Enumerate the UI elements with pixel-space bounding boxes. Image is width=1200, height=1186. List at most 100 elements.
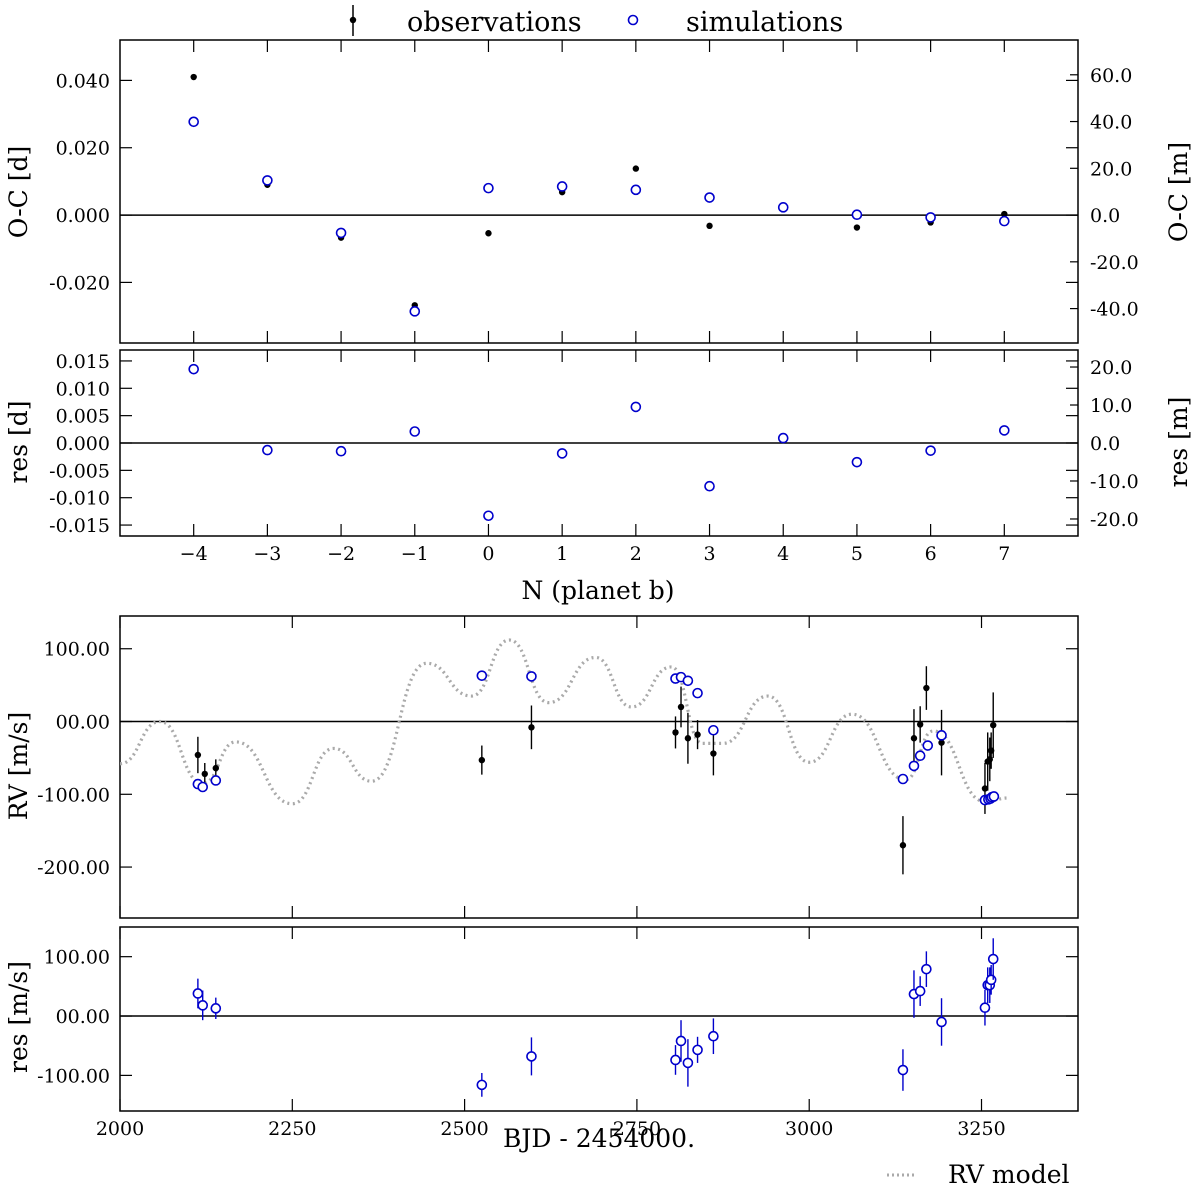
oc-ylabel-right: O-C [m] bbox=[1164, 142, 1193, 242]
rv-simulation-point bbox=[922, 740, 934, 751]
rvres-point bbox=[897, 1064, 909, 1076]
ocres-xtick-label: −2 bbox=[327, 543, 355, 565]
ocres-xtick-label: 0 bbox=[482, 543, 494, 565]
rv-simulation-point bbox=[210, 775, 222, 786]
rv-observation-point bbox=[981, 785, 989, 792]
ocres-point bbox=[409, 426, 421, 437]
rv-observation-point bbox=[478, 756, 486, 764]
oc-ytick-right-label: 0.0 bbox=[1090, 205, 1120, 227]
rv-observation-point bbox=[938, 739, 945, 746]
ocres-point bbox=[188, 363, 199, 375]
oc-observation-point bbox=[853, 224, 861, 231]
rv-simulation-point bbox=[914, 750, 926, 762]
oc-simulation-point bbox=[188, 116, 199, 128]
oc-ytick-label: 0.040 bbox=[56, 70, 110, 92]
rv-observation-point bbox=[710, 750, 717, 757]
oc-observation-point bbox=[190, 73, 197, 81]
oc-ytick-right-label: -40.0 bbox=[1090, 299, 1139, 321]
legend-simulations-label: simulations bbox=[686, 7, 843, 38]
rvres-frame bbox=[119, 926, 1079, 1112]
ocres-ylabel-right: res [m] bbox=[1164, 397, 1193, 488]
rv-ytick-label: 100.00 bbox=[44, 639, 110, 661]
ocres-point bbox=[704, 480, 715, 492]
rvres-point bbox=[936, 1016, 947, 1028]
rv-simulation-point bbox=[908, 760, 920, 772]
legend-observations-label: observations bbox=[407, 7, 582, 38]
oc-ytick-right-label: 40.0 bbox=[1090, 112, 1132, 134]
ocres-ytick-label: -0.005 bbox=[49, 460, 110, 482]
rvres-point bbox=[692, 1044, 703, 1056]
rvres-xtick-label: 2500 bbox=[440, 1118, 488, 1140]
rv-frame bbox=[119, 615, 1079, 919]
rvres-ytick-label: 00.00 bbox=[56, 1006, 110, 1028]
rv-observation-point bbox=[694, 731, 701, 738]
oc-simulation-point bbox=[999, 215, 1010, 227]
rvres-ytick-label: 100.00 bbox=[44, 947, 110, 969]
oc-ytick-label: -0.020 bbox=[49, 272, 110, 294]
rvres-xtick-label: 2750 bbox=[613, 1118, 661, 1140]
oc-observation-point bbox=[485, 230, 492, 237]
rvres-point bbox=[675, 1035, 687, 1047]
oc-simulation-point bbox=[777, 202, 789, 213]
rv-ytick-label: 00.00 bbox=[56, 712, 110, 734]
legend-rv-model-label: RV model bbox=[948, 1160, 1069, 1186]
rv-ylabel: RV [m/s] bbox=[4, 712, 33, 820]
rv-simulation-point bbox=[526, 671, 537, 682]
ocres-xtick-label: 7 bbox=[998, 543, 1010, 565]
rvres-xtick-label: 2250 bbox=[268, 1118, 316, 1140]
oc-simulation-point bbox=[483, 182, 494, 194]
rv-simulation-point bbox=[476, 670, 488, 681]
rvres-point bbox=[985, 974, 997, 986]
ocres-ytick-right-label: 0.0 bbox=[1090, 433, 1120, 455]
rv-simulation-point bbox=[897, 773, 909, 785]
rv-simulation-point bbox=[692, 687, 703, 699]
rvres-point bbox=[921, 963, 932, 975]
ocres-point bbox=[630, 401, 642, 413]
ocres-point bbox=[777, 432, 789, 444]
rvres-point bbox=[210, 1003, 222, 1014]
rvres-ytick-label: -100.00 bbox=[37, 1065, 110, 1087]
rv-observation-point bbox=[212, 764, 219, 772]
oc-simulation-point bbox=[262, 175, 273, 186]
ocres-ytick-right-label: -20.0 bbox=[1090, 509, 1139, 531]
rvres-xtick-label: 3000 bbox=[785, 1118, 833, 1140]
rv-observation-point bbox=[990, 721, 997, 729]
oc-simulation-point bbox=[409, 306, 421, 317]
rv-model-curve bbox=[119, 638, 1010, 806]
ocres-xtick-label: 6 bbox=[925, 543, 937, 565]
rv-simulation-point bbox=[708, 724, 719, 736]
ocres-point bbox=[851, 456, 863, 468]
ocres-point bbox=[335, 445, 347, 457]
oc-ytick-right-label: 60.0 bbox=[1090, 65, 1132, 87]
rvres-xtick-label: 2000 bbox=[96, 1118, 144, 1140]
oc-observation-point bbox=[1001, 210, 1008, 218]
legend: observations simulations RV model bbox=[349, 5, 1069, 1186]
rv-observation-point bbox=[916, 721, 924, 728]
ocres-ytick-label: 0.010 bbox=[56, 378, 110, 400]
legend-observations-marker bbox=[349, 16, 357, 24]
rvres-point bbox=[476, 1079, 488, 1091]
rvres-xlabel: BJD - 2454000. bbox=[503, 1124, 695, 1153]
rv-simulation-point bbox=[197, 781, 209, 793]
ocres-point bbox=[556, 448, 568, 459]
ocres-xtick-label: 3 bbox=[703, 543, 715, 565]
oc-simulation-point bbox=[704, 192, 715, 203]
rvres-point bbox=[526, 1051, 537, 1062]
oc-observation-point bbox=[706, 222, 713, 230]
rv-ytick-label: -200.00 bbox=[37, 857, 110, 879]
rvres-point bbox=[987, 953, 999, 965]
rv-observation-point bbox=[684, 735, 692, 742]
ocres-xtick-label: 5 bbox=[851, 543, 863, 565]
rvres-point bbox=[914, 985, 926, 997]
ocres-xtick-label: −1 bbox=[401, 543, 429, 565]
ocres-point bbox=[262, 444, 273, 456]
ocres-point bbox=[999, 425, 1010, 436]
legend-simulations-marker bbox=[627, 14, 639, 26]
ocres-ylabel: res [d] bbox=[4, 400, 33, 483]
rv-observation-point bbox=[923, 684, 930, 692]
rv-simulation-point bbox=[682, 675, 694, 687]
oc-ytick-label: 0.020 bbox=[56, 138, 110, 160]
rv-observation-point bbox=[194, 751, 202, 759]
ocres-ytick-right-label: 20.0 bbox=[1090, 357, 1132, 379]
ocres-ytick-label: 0.005 bbox=[56, 406, 110, 428]
